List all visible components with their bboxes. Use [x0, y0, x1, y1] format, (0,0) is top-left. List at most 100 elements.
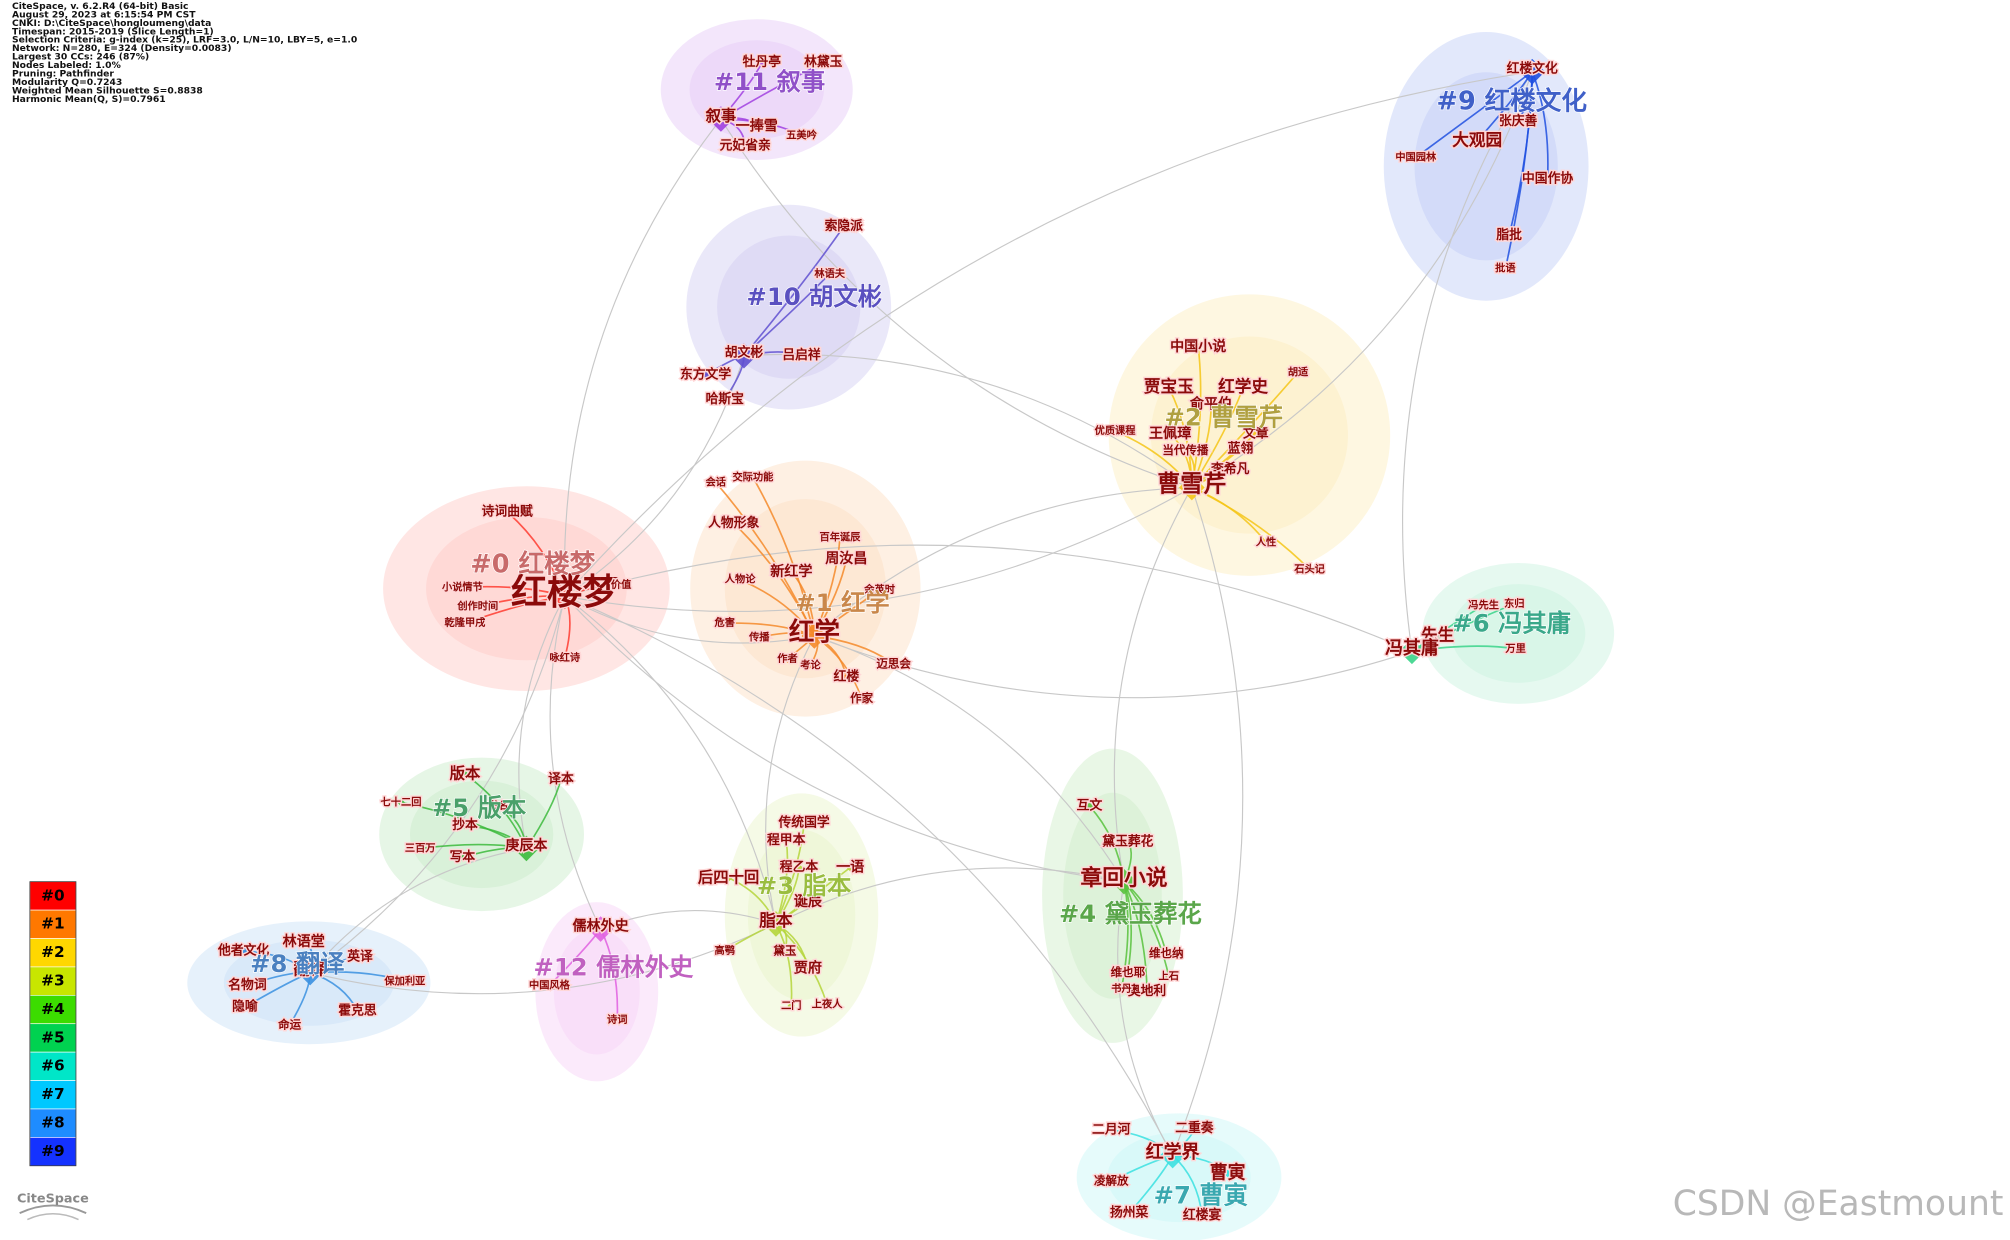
- cluster-link: [733, 522, 816, 637]
- node-label: 东方文学: [680, 366, 731, 382]
- node-label: 红楼宴: [1183, 1207, 1222, 1223]
- node-label: 林语堂: [283, 933, 325, 950]
- node-label: 李希凡: [1210, 461, 1250, 477]
- link: [564, 595, 815, 644]
- node-marker: [846, 863, 854, 872]
- node-marker: [494, 802, 503, 811]
- link: [600, 910, 777, 930]
- node-marker: [1514, 117, 1522, 126]
- node-label: 作家: [850, 691, 873, 705]
- node-label: 诗词: [607, 1013, 627, 1026]
- node-label: 红楼文化: [1507, 61, 1558, 77]
- node-label: 人性: [1256, 536, 1276, 549]
- node-marker: [545, 981, 554, 990]
- link: [564, 487, 1193, 613]
- node-marker: [1236, 445, 1245, 454]
- info-line: Harmonic Mean(Q, S)=0.7961: [12, 94, 166, 105]
- link: [564, 595, 777, 925]
- info-line: Modularity Q=0.7243: [12, 77, 122, 88]
- legend-label: #3: [41, 971, 65, 989]
- cluster-label: #3 脂本: [757, 871, 852, 900]
- info-line: CiteSpace, v. 6.2.R4 (64-bit) Basic: [12, 1, 189, 12]
- node-marker: [806, 661, 815, 670]
- legend-label: #6: [41, 1057, 65, 1075]
- node-marker: [1107, 1177, 1116, 1185]
- cluster-area: [1422, 563, 1615, 704]
- node-label: 林语夫: [814, 267, 845, 280]
- node-label: 抄本: [452, 817, 478, 833]
- node-label: 维也纳: [1149, 946, 1184, 960]
- node-label: 一语: [836, 860, 864, 876]
- node-label: 会话: [706, 475, 727, 488]
- legend-swatch: [29, 1080, 77, 1110]
- node-label: 胡文彬: [725, 345, 764, 361]
- link: [564, 595, 1174, 1156]
- cluster-link: [506, 511, 566, 597]
- node-label: 价值: [611, 578, 631, 591]
- node-marker: [1399, 638, 1425, 665]
- info-line: CNKI: D:\CiteSpace\hongloumeng\data: [12, 18, 211, 29]
- link: [309, 847, 527, 973]
- node-label: 儒林外史: [572, 917, 629, 934]
- node-label: 人物论: [725, 573, 756, 586]
- legend-label: #4: [41, 1000, 65, 1018]
- cluster-link: [1123, 881, 1170, 977]
- node-marker: [297, 959, 323, 986]
- node-label: 交际功能: [732, 470, 774, 483]
- cluster-core: [1450, 584, 1586, 683]
- node-marker: [617, 580, 625, 589]
- cluster-area: [724, 793, 879, 1037]
- node-label: 胡适: [1288, 365, 1309, 378]
- cluster-label: #2 曹雪芹: [1165, 402, 1284, 431]
- node-label: 新红学: [770, 563, 812, 580]
- node-label: 五美吟: [786, 129, 817, 142]
- node-marker: [1543, 175, 1552, 183]
- node-marker: [823, 1000, 831, 1009]
- cluster-area: [379, 757, 584, 912]
- cluster-label: #1 红学: [795, 588, 889, 617]
- node-marker: [819, 58, 828, 67]
- cluster-link: [1191, 387, 1244, 488]
- node-marker: [783, 655, 792, 663]
- legend-frame: [29, 881, 77, 1167]
- node-marker: [557, 775, 565, 784]
- cluster-label: #6 冯其庸: [1452, 608, 1571, 637]
- node-marker: [241, 1003, 249, 1011]
- cluster-label: #12 儒林外史: [534, 953, 695, 982]
- legend-label: #5: [41, 1028, 65, 1046]
- node-label: 牡丹亭: [743, 54, 782, 70]
- node-label: 上石: [1159, 969, 1179, 982]
- node-marker: [551, 583, 578, 610]
- node-marker: [708, 106, 734, 132]
- cluster-link: [743, 273, 831, 357]
- cluster-area: [660, 19, 853, 160]
- node-marker: [1166, 429, 1174, 438]
- node-marker: [889, 660, 898, 668]
- node-marker: [239, 946, 248, 955]
- node-label: 冯其庸: [1385, 637, 1439, 659]
- node-label: 中国风格: [529, 978, 571, 991]
- node-marker: [1501, 264, 1510, 273]
- info-line: Timespan: 2015-2019 (Slice Length=1): [12, 26, 214, 37]
- node-marker: [461, 821, 469, 830]
- node-label: 叙事: [706, 106, 737, 125]
- cluster-label: #0 红楼梦: [470, 549, 595, 580]
- cluster-link: [720, 61, 824, 120]
- cluster-link: [1411, 645, 1516, 653]
- node-marker: [1198, 1211, 1206, 1220]
- cluster-link: [813, 589, 881, 637]
- node-marker: [1473, 136, 1482, 145]
- node-label: 脂批: [1496, 227, 1522, 243]
- cluster-link: [1411, 603, 1515, 653]
- node-label: 翻译: [294, 958, 328, 978]
- node-label: 小说情节: [441, 580, 483, 593]
- node-marker: [701, 371, 710, 379]
- node-marker: [804, 898, 812, 907]
- node-label: 三百万: [405, 842, 436, 854]
- node-label: 传播: [748, 630, 770, 643]
- node-label: 大观园: [1452, 129, 1502, 149]
- link: [310, 923, 777, 995]
- link: [564, 595, 1125, 883]
- cluster-area: [535, 902, 659, 1082]
